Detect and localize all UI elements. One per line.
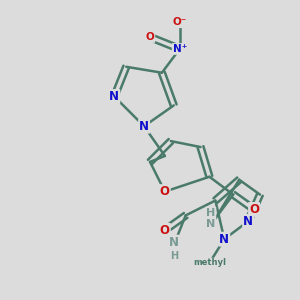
Text: N: N xyxy=(169,236,179,249)
Text: methyl: methyl xyxy=(193,258,226,267)
Text: O: O xyxy=(160,185,170,198)
Text: N: N xyxy=(139,120,149,133)
Text: O: O xyxy=(249,203,259,216)
Text: O: O xyxy=(160,224,170,237)
Text: H: H xyxy=(170,250,178,260)
Text: N: N xyxy=(219,233,229,246)
Text: O⁻: O⁻ xyxy=(172,17,187,27)
Text: N: N xyxy=(243,215,253,228)
Text: O: O xyxy=(146,32,154,42)
Text: N: N xyxy=(109,90,119,103)
Text: H
N: H N xyxy=(206,208,215,229)
Text: N⁺: N⁺ xyxy=(172,44,187,54)
